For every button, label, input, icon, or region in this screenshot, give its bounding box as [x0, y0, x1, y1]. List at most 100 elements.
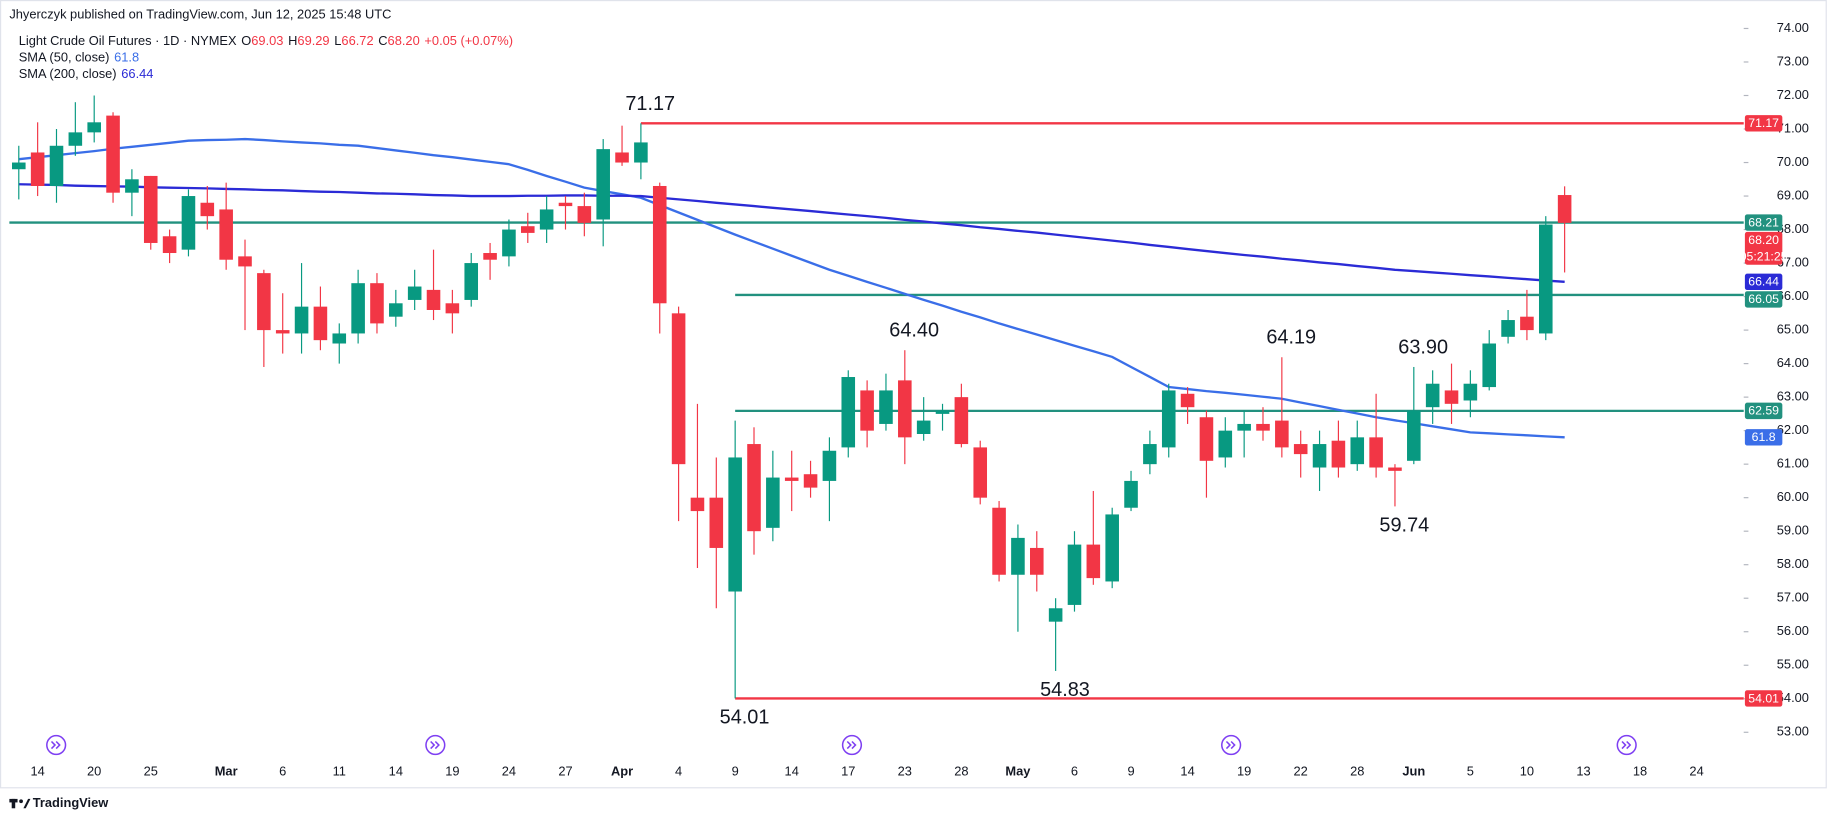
candle-body: [803, 474, 818, 488]
candle-body: [1520, 316, 1534, 331]
x-tick-label: 25: [144, 763, 158, 778]
candle-body: [464, 263, 479, 300]
y-tick-label: 63.00: [1777, 389, 1809, 404]
candle-body: [916, 420, 931, 434]
price-badge-label: 71.17: [1748, 116, 1779, 130]
quote-value: 68.20: [388, 34, 420, 49]
candle-body: [1388, 467, 1402, 471]
candle-body: [1105, 514, 1119, 582]
candle-body: [1407, 410, 1421, 461]
x-tick-label: 9: [1127, 763, 1134, 778]
candle-body: [1180, 393, 1195, 408]
y-tick-label: 64.00: [1777, 355, 1809, 370]
quote-value: 66.72: [341, 34, 373, 49]
y-tick-label: 55.00: [1777, 657, 1809, 672]
candle-body: [1218, 430, 1233, 458]
candle-body: [1161, 390, 1176, 448]
price-badge: [1744, 273, 1783, 291]
candle-body: [389, 303, 403, 317]
candle-body: [1425, 383, 1440, 408]
x-tick-label: 6: [279, 763, 286, 778]
candle-body: [1369, 437, 1383, 468]
candle-body: [1444, 390, 1459, 404]
candle-body: [12, 162, 26, 170]
candle-body: [445, 303, 460, 314]
candle-body: [502, 229, 516, 257]
price-badge: [1744, 429, 1783, 446]
candle-body: [784, 477, 799, 481]
candle-body: [860, 390, 874, 431]
legend-item: SMA (200, close) 66.44: [19, 66, 154, 81]
price-badge: [1744, 214, 1783, 231]
y-tick-label: 54.00: [1777, 690, 1809, 705]
y-tick-label: 62.00: [1777, 422, 1809, 437]
y-tick-label: 72.00: [1777, 87, 1809, 102]
y-tick-label: 53.00: [1777, 724, 1809, 739]
candle-body: [275, 330, 290, 334]
sma-line: [18, 183, 1565, 284]
event-icon: [1616, 734, 1637, 756]
x-tick-label: 23: [898, 763, 912, 778]
candle-body: [1067, 544, 1082, 605]
candle-body: [200, 202, 215, 217]
price-badge-label: 61.8: [1752, 430, 1776, 444]
candle-body: [1086, 544, 1101, 579]
quote-name: H: [288, 34, 297, 49]
quote-name: L: [334, 34, 341, 49]
chart-frame: [0, 0, 1827, 789]
candle-body: [125, 179, 139, 193]
y-tick-label: 58.00: [1777, 556, 1809, 571]
quote-value: 69.03: [251, 34, 283, 49]
price-badge-label: 68.21: [1748, 215, 1779, 229]
candle-body: [143, 175, 158, 243]
price-badge: [1744, 115, 1783, 132]
candle-body: [1463, 383, 1478, 401]
price-badge-label: 54.01: [1748, 691, 1779, 705]
candle-body: [294, 306, 309, 334]
candle-body: [1199, 417, 1214, 461]
price-badge: [1744, 291, 1783, 308]
candle-body: [1482, 343, 1497, 388]
legend-name: SMA (50, close): [19, 50, 110, 65]
candle-body: [1501, 320, 1515, 337]
candle-body: [690, 497, 705, 512]
x-tick-label: Mar: [215, 763, 238, 778]
x-tick-label: 24: [502, 763, 516, 778]
event-icon: [425, 734, 446, 756]
candle-body: [407, 286, 422, 300]
candle-body: [219, 209, 233, 260]
x-tick-label: 10: [1520, 763, 1534, 778]
x-tick-label: 24: [1689, 763, 1703, 778]
logo-part: [23, 798, 31, 809]
brand-name: TradingView: [33, 795, 109, 810]
chart-title: Jhyerczyk published on TradingView.com, …: [9, 7, 391, 22]
x-tick-label: May: [1005, 763, 1031, 778]
price-annotation: 63.90: [1398, 336, 1448, 358]
y-tick-label: 70.00: [1777, 154, 1809, 169]
candle-body: [841, 377, 856, 448]
price-badge-label: 66.44: [1748, 275, 1779, 289]
candle-body: [709, 497, 724, 548]
x-tick-label: 27: [558, 763, 572, 778]
x-tick-label: 19: [445, 763, 459, 778]
brand-logo: [9, 798, 31, 809]
logo-part: [11, 798, 16, 809]
x-tick-label: 14: [1180, 763, 1194, 778]
candle-body: [898, 380, 912, 438]
y-tick-label: 74.00: [1777, 20, 1809, 35]
y-tick-label: 68.00: [1777, 221, 1809, 236]
candle-body: [1350, 437, 1365, 465]
sma-line: [18, 137, 1565, 439]
candle-body: [162, 236, 177, 254]
y-tick-label: 73.00: [1777, 53, 1809, 68]
candle-body: [766, 477, 780, 528]
candle-body: [1312, 444, 1327, 468]
y-tick-label: 56.00: [1777, 623, 1809, 638]
x-tick-label: 13: [1576, 763, 1590, 778]
y-tick-label: 65.00: [1777, 322, 1809, 337]
candle-body: [1256, 423, 1270, 431]
x-tick-label: 6: [1071, 763, 1078, 778]
candle-body: [1011, 537, 1025, 575]
